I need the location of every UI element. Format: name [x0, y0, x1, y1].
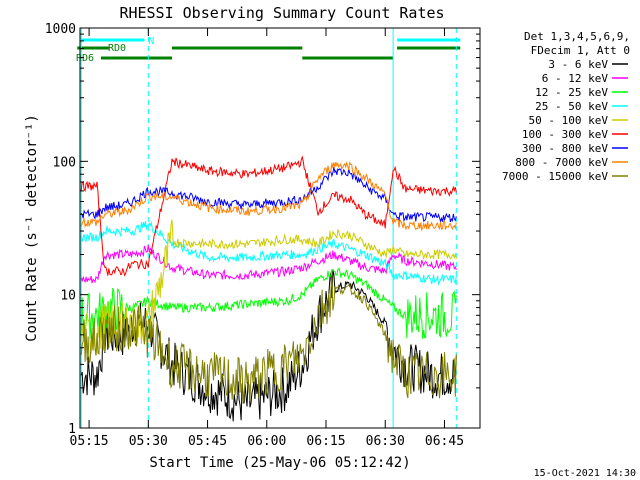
legend-label: 800 - 7000 keV [515, 156, 608, 169]
series-line-3 [80, 267, 457, 340]
y-tick-label: 100 [53, 155, 76, 170]
x-tick-label: 05:15 [70, 434, 109, 449]
legend-label: 7000 - 15000 keV [502, 170, 608, 183]
legend-header: Det 1,3,4,5,6,9, [524, 30, 630, 43]
series-line-6 [80, 155, 457, 277]
legend-label: 25 - 50 keV [535, 100, 608, 113]
legend-label: 300 - 800 keV [522, 142, 608, 155]
flag-bars: N RD0 RD6 [76, 36, 461, 64]
x-tick-label: 05:30 [129, 434, 168, 449]
legend-label: 6 - 12 keV [542, 72, 609, 85]
x-tick-label: 06:00 [247, 434, 286, 449]
y-axis-ticks: 1 10 100 1000 [45, 22, 480, 437]
flag-label-rd6: RD6 [76, 53, 94, 64]
x-tick-label: 06:45 [425, 434, 464, 449]
series-line-5 [80, 219, 457, 356]
x-axis-ticks: 05:15 05:30 05:45 06:00 06:15 06:30 06:45 [70, 28, 464, 449]
x-axis-label: Start Time (25-May-06 05:12:42) [149, 455, 410, 471]
x-tick-label: 06:30 [366, 434, 405, 449]
legend-header: FDecim 1, Att 0 [531, 44, 630, 57]
flag-label-rd0: RD0 [108, 43, 126, 54]
y-tick-label: 1 [68, 422, 76, 437]
series-line-4 [80, 220, 457, 286]
series-line-9 [80, 274, 457, 404]
chart-title: RHESSI Observing Summary Count Rates [119, 4, 444, 22]
series-line-8 [80, 160, 457, 232]
legend-label: 50 - 100 keV [529, 114, 609, 127]
legend-label: 3 - 6 keV [548, 58, 608, 71]
footer-date: 15-Oct-2021 14:30 [534, 468, 636, 479]
y-tick-label: 10 [60, 289, 76, 304]
series-line-7 [80, 167, 457, 223]
x-tick-label: 06:15 [306, 434, 345, 449]
flag-label-n: N [148, 36, 154, 47]
y-axis-label: Count Rate (s⁻¹ detector⁻¹) [24, 114, 40, 342]
legend: Det 1,3,4,5,6,9,FDecim 1, Att 03 - 6 keV… [502, 30, 630, 183]
legend-label: 100 - 300 keV [522, 128, 608, 141]
plot-frame [79, 27, 481, 429]
series-line-2 [80, 244, 457, 284]
x-tick-label: 05:45 [188, 434, 227, 449]
legend-label: 12 - 25 keV [535, 86, 608, 99]
y-tick-label: 1000 [45, 22, 76, 37]
series-lines [80, 155, 457, 422]
